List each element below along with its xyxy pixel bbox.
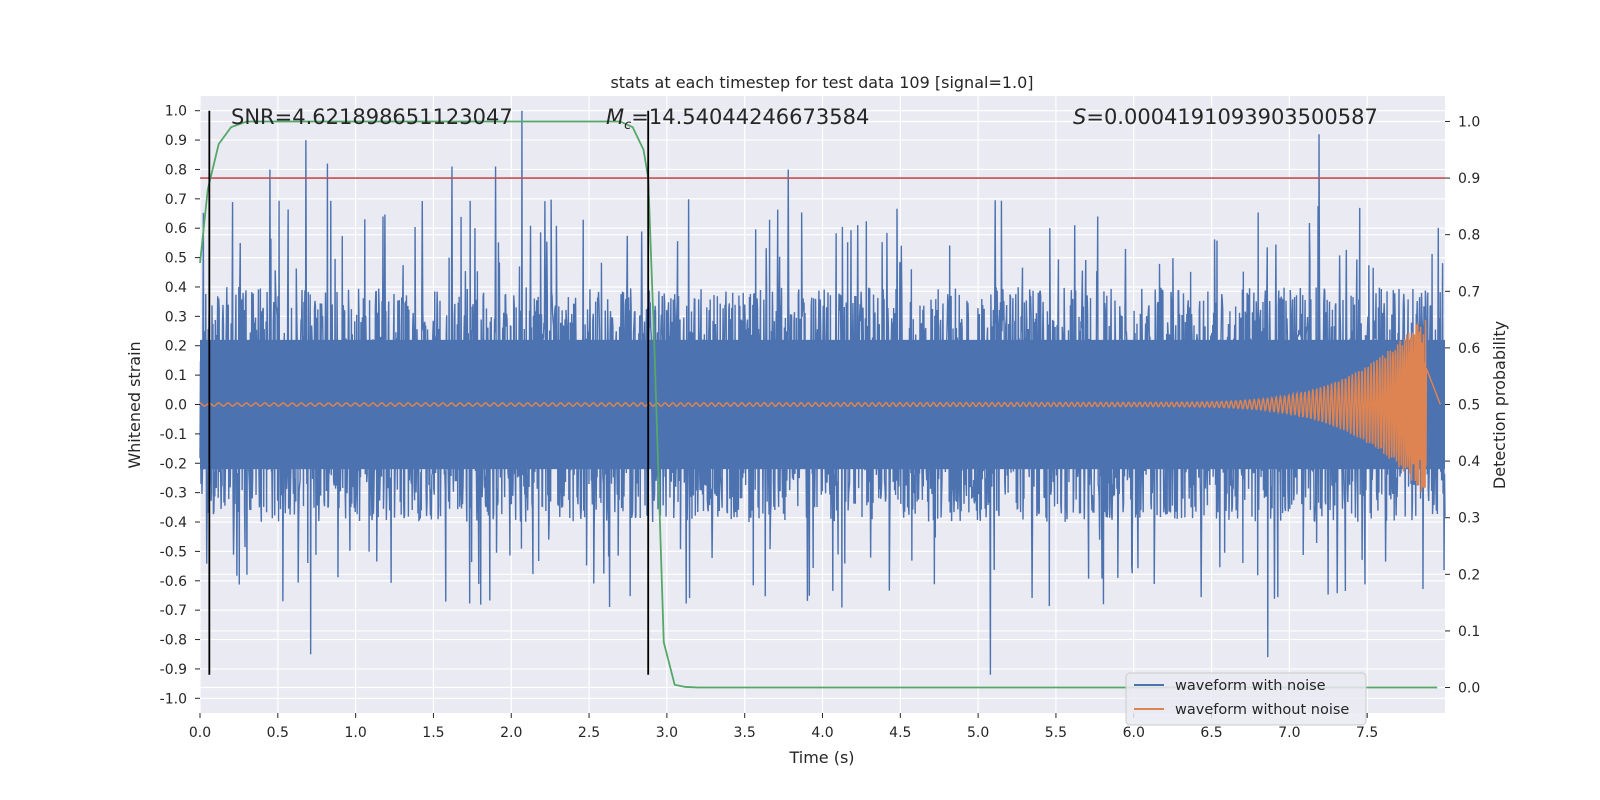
- y-tick-label: 0.5: [165, 251, 187, 267]
- y2-tick-label: 0.4: [1458, 454, 1480, 470]
- y-axis-label: Whitened strain: [125, 341, 144, 468]
- y-tick-label: -0.4: [160, 515, 187, 531]
- legend-label-clean: waveform without noise: [1175, 702, 1349, 718]
- legend: waveform with noise waveform without noi…: [1125, 672, 1367, 726]
- y-tick-label: -0.2: [160, 456, 187, 472]
- x-tick-label: 6.5: [1200, 725, 1222, 741]
- x-tick-label: 1.5: [422, 725, 444, 741]
- x-tick-label: 2.5: [578, 725, 600, 741]
- chirp-trace: [199, 320, 1442, 492]
- x-tick-label: 7.0: [1278, 725, 1300, 741]
- x-tick-label: 5.0: [967, 725, 989, 741]
- x-tick-label: 0.0: [189, 725, 211, 741]
- x-tick-label: 5.5: [1045, 725, 1067, 741]
- y-tick-label: 0.6: [165, 221, 187, 237]
- x-tick-label: 2.0: [500, 725, 522, 741]
- x-tick-label: 0.5: [267, 725, 289, 741]
- y2-tick-label: 0.5: [1458, 398, 1480, 414]
- y-tick-label: -0.8: [160, 633, 187, 649]
- y-tick-label: 0.9: [165, 133, 187, 149]
- chart-title: stats at each timestep for test data 109…: [610, 73, 1033, 92]
- y2-tick-label: 0.0: [1458, 681, 1480, 697]
- y-tick-label: 0.2: [165, 339, 187, 355]
- x-tick-label: 4.0: [811, 725, 833, 741]
- chirp-mass-symbol: M: [606, 105, 624, 129]
- y-tick-label: -0.1: [160, 427, 187, 443]
- series-waveform-without-noise: [199, 320, 1442, 492]
- x-axis-ticks: 0.0 0.5 1.0 1.5 2.0 2.5 3.0 3.5 4.0 4.5 5.0 5.5 6.0 6…: [189, 713, 1378, 741]
- y-tick-label: -0.9: [160, 662, 187, 678]
- x-tick-label: 4.5: [889, 725, 911, 741]
- x-tick-label: 1.0: [344, 725, 366, 741]
- y-tick-label: 0.1: [165, 368, 187, 384]
- x-tick-label: 3.5: [734, 725, 756, 741]
- y2-tick-label: 0.6: [1458, 341, 1480, 357]
- legend-label-noise: waveform with noise: [1175, 678, 1326, 694]
- y-tick-label: -1.0: [160, 691, 187, 707]
- x-tick-label: 6.0: [1123, 725, 1145, 741]
- y2-tick-label: 0.8: [1458, 228, 1480, 244]
- y-tick-label: 0.0: [165, 398, 187, 414]
- chirp-mass-subscript: c: [624, 118, 631, 133]
- y-axis-ticks: -1.0 -0.9 -0.8 -0.7 -0.6 -0.5 -0.4 -0.3 -0.2 -0.1…: [160, 104, 200, 707]
- s-statistic-symbol: S: [1073, 105, 1086, 129]
- chirp-mass-label: Mc=14.54044246673584: [606, 105, 869, 133]
- legend-box: [1125, 672, 1367, 726]
- y2-tick-label: 0.9: [1458, 171, 1480, 187]
- chirp-mass-value: =14.54044246673584: [631, 105, 869, 129]
- y-tick-label: 0.4: [165, 280, 187, 296]
- y-tick-label: -0.7: [160, 603, 187, 619]
- y2-tick-label: 0.2: [1458, 567, 1480, 583]
- y-tick-label: 0.8: [165, 162, 187, 178]
- x-tick-label: 3.0: [656, 725, 678, 741]
- y-tick-label: 1.0: [165, 104, 187, 120]
- y-tick-label: -0.6: [160, 574, 187, 590]
- y2-tick-label: 0.3: [1458, 511, 1480, 527]
- x-tick-label: 7.5: [1356, 725, 1378, 741]
- probability-trace: [199, 120, 1438, 689]
- y2-axis-ticks: 0.0 0.1 0.2 0.3 0.4 0.5 0.6 0.7 0.8 0.9 1.0: [1445, 114, 1480, 697]
- snr-label: SNR=4.621898651123047: [231, 105, 513, 129]
- y2-tick-label: 1.0: [1458, 114, 1480, 130]
- y-tick-label: -0.5: [160, 544, 187, 560]
- series-detection-probability: [199, 120, 1438, 689]
- s-statistic-label: S=0.0004191093903500587: [1073, 105, 1378, 129]
- s-statistic-value: =0.0004191093903500587: [1086, 105, 1378, 129]
- vertical-markers: [208, 110, 650, 675]
- y2-tick-label: 0.7: [1458, 284, 1480, 300]
- y-tick-label: 0.3: [165, 309, 187, 325]
- y-tick-label: 0.7: [165, 192, 187, 208]
- y-tick-label: -0.3: [160, 486, 187, 502]
- y2-axis-label: Detection probability: [1490, 321, 1509, 489]
- y2-tick-label: 0.1: [1458, 624, 1480, 640]
- x-axis-label: Time (s): [788, 748, 854, 767]
